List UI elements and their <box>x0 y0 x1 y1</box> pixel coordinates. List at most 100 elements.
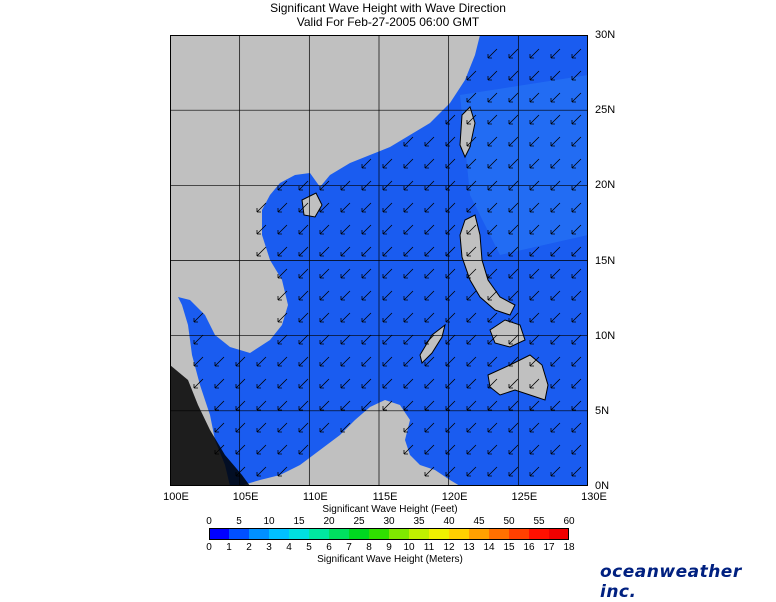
wave-arrow <box>529 378 540 389</box>
wave-arrow <box>550 48 561 59</box>
wave-arrow <box>277 180 288 191</box>
wave-arrow <box>487 444 498 455</box>
wave-arrow <box>235 356 246 367</box>
wave-arrow <box>571 378 582 389</box>
wave-arrow <box>298 400 309 411</box>
wave-arrow <box>508 422 519 433</box>
colorbar-tick: 35 <box>413 516 425 527</box>
wave-arrow <box>298 246 309 257</box>
wave-arrow <box>508 202 519 213</box>
wave-arrow <box>571 202 582 213</box>
wave-arrow <box>319 378 330 389</box>
lon-label: 125E <box>511 491 538 503</box>
wave-arrow <box>424 378 435 389</box>
wave-arrow <box>550 334 561 345</box>
wave-arrow <box>319 422 330 433</box>
lon-label: 115E <box>372 491 398 503</box>
wave-arrow <box>445 158 456 169</box>
wave-arrow <box>487 422 498 433</box>
colorbar-tick: 15 <box>293 516 305 527</box>
wave-arrow <box>256 202 267 213</box>
wave-arrow <box>361 356 372 367</box>
colorbar-tick: 12 <box>443 542 455 553</box>
wave-arrow <box>571 466 582 477</box>
wave-arrow <box>571 180 582 191</box>
wave-arrow <box>319 268 330 279</box>
wave-arrow <box>529 312 540 323</box>
wave-arrow <box>508 334 519 345</box>
wave-arrow <box>571 422 582 433</box>
wave-arrow <box>361 378 372 389</box>
wave-arrow <box>424 422 435 433</box>
palawan-land <box>419 323 446 364</box>
wave-arrow <box>256 466 267 477</box>
colorbar-meter-ticks: 0 1 2 3 4 5 6 7 8 9 10 11 12 13 14 15 16 17 18 <box>200 542 580 554</box>
wave-arrow <box>382 312 393 323</box>
wave-arrow <box>487 378 498 389</box>
wave-arrow <box>466 202 477 213</box>
colorbar-tick: 20 <box>323 516 335 527</box>
colorbar-swatch <box>529 528 550 540</box>
wave-arrow <box>403 312 414 323</box>
colorbar-swatch <box>509 528 530 540</box>
colorbar-tick: 13 <box>463 542 475 553</box>
wave-arrow <box>298 224 309 235</box>
colorbar-swatch <box>549 528 569 540</box>
wave-arrow <box>298 356 309 367</box>
wave-arrow <box>319 224 330 235</box>
wave-arrow <box>487 114 498 125</box>
wave-arrow <box>466 268 477 279</box>
wave-arrow <box>319 400 330 411</box>
chart-subtitle: Valid For Feb-27-2005 06:00 GMT <box>296 15 480 29</box>
wave-arrow <box>571 312 582 323</box>
wave-arrow <box>571 400 582 411</box>
wave-arrow <box>445 290 456 301</box>
wave-arrow <box>487 400 498 411</box>
wave-arrow <box>424 246 435 257</box>
wave-arrow <box>382 378 393 389</box>
wave-arrow <box>550 400 561 411</box>
wave-arrow <box>424 290 435 301</box>
wave-arrow <box>277 268 288 279</box>
colorbar-swatch <box>309 528 330 540</box>
wave-arrow <box>466 180 477 191</box>
wave-arrow <box>403 246 414 257</box>
wave-arrow <box>571 356 582 367</box>
wave-arrow <box>529 246 540 257</box>
wave-arrow <box>277 334 288 345</box>
wave-arrow <box>445 422 456 433</box>
wave-arrow <box>403 334 414 345</box>
wave-arrow <box>340 224 351 235</box>
wave-arrow <box>487 312 498 323</box>
lat-label: 0N <box>595 480 610 492</box>
wave-arrow <box>340 268 351 279</box>
lat-label: 10N <box>595 329 616 342</box>
wave-arrow <box>487 48 498 59</box>
wave-arrow <box>529 114 540 125</box>
colorbar-swatch <box>229 528 250 540</box>
wave-arrow <box>424 466 435 477</box>
colorbar-tick: 5 <box>306 542 312 553</box>
wave-arrow <box>466 246 477 257</box>
wave-arrow <box>508 400 519 411</box>
colorbar-tick: 16 <box>523 542 535 553</box>
wave-arrow <box>571 224 582 235</box>
wave-arrow <box>424 224 435 235</box>
wave-arrow <box>319 202 330 213</box>
wave-arrow <box>361 312 372 323</box>
wave-arrow <box>382 334 393 345</box>
wave-arrow <box>487 290 498 301</box>
wave-arrow <box>424 202 435 213</box>
wave-arrow <box>235 378 246 389</box>
colorbar-tick: 18 <box>563 542 575 553</box>
wave-arrow <box>298 290 309 301</box>
wave-arrow <box>445 466 456 477</box>
wave-arrow <box>340 334 351 345</box>
wave-arrow <box>298 422 309 433</box>
wave-arrow <box>529 158 540 169</box>
wave-arrow <box>571 444 582 455</box>
wave-arrow <box>466 356 477 367</box>
lon-label: 100E <box>163 491 189 503</box>
wave-arrow <box>445 136 456 147</box>
wave-arrow <box>403 290 414 301</box>
